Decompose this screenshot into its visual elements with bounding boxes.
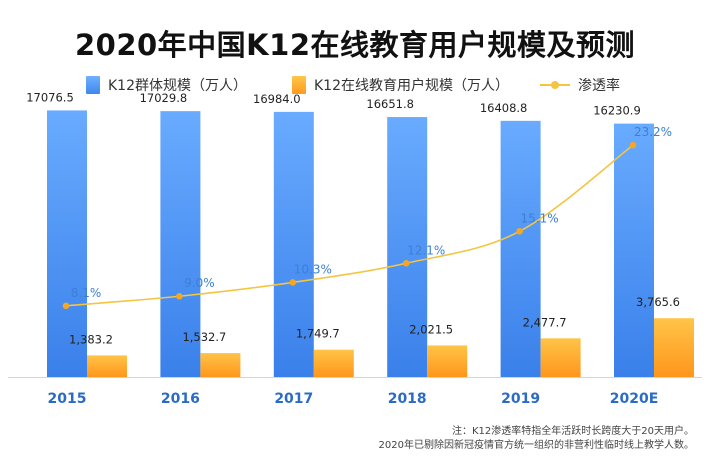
data-label-penetration-rate: 23.2% [634, 125, 672, 139]
x-tick-label: 2018 [388, 391, 427, 407]
x-tick-label: 2017 [274, 391, 313, 407]
x-tick-label: 2019 [501, 391, 540, 407]
bar-k12-population [387, 117, 428, 377]
legend-item-base: K12群体规模（万人） [86, 74, 247, 96]
data-label-k12-online: 1,532.7 [182, 330, 226, 344]
data-label-k12-population: 16651.8 [366, 97, 414, 111]
data-label-k12-population: 16230.9 [593, 104, 641, 118]
bar-k12-population [47, 110, 87, 377]
x-tick-label: 2015 [48, 391, 87, 407]
bar-k12-population [160, 111, 201, 377]
legend-label-rate: 渗透率 [578, 78, 620, 94]
data-label-penetration-rate: 15.1% [521, 211, 559, 225]
bar-k12-population [500, 120, 541, 378]
point-penetration-rate [402, 259, 410, 267]
chart-title: 2020年中国K12在线教育用户规模及预测 [74, 28, 636, 62]
legend-item-online: K12在线教育用户规模（万人） [292, 74, 509, 96]
legend-swatch-orange [292, 76, 306, 94]
point-penetration-rate [289, 279, 297, 286]
series-line-penetration-rate [65, 144, 634, 307]
data-label-penetration-rate: 12.1% [407, 243, 445, 257]
data-label-k12-population: 16408.8 [480, 101, 528, 115]
footnote-line-2: 2020年已剔除因新冠疫情官方统一组织的非营利性临时线上教学人数。 [378, 440, 694, 451]
legend-label-online: K12在线教育用户规模（万人） [314, 78, 509, 94]
x-tick-label: 2020E [610, 391, 659, 407]
data-label-k12-population: 17076.5 [26, 90, 74, 104]
x-tick-label: 2016 [161, 391, 200, 407]
data-label-penetration-rate: 9.0% [184, 276, 215, 290]
legend-swatch-blue [86, 76, 100, 94]
legend-label-base: K12群体规模（万人） [108, 78, 247, 94]
legend-item-rate: 渗透率 [540, 74, 620, 96]
bar-k12-population [614, 123, 654, 377]
bar-k12-online [87, 355, 127, 377]
bar-k12-online [427, 345, 468, 377]
data-label-k12-online: 2,021.5 [409, 322, 453, 336]
data-label-k12-population: 17029.8 [140, 91, 188, 105]
legend: K12群体规模（万人） K12在线教育用户规模（万人） 渗透率 [0, 74, 710, 98]
data-label-k12-population: 16984.0 [253, 92, 301, 106]
point-penetration-rate [62, 302, 70, 310]
bar-k12-online [654, 318, 694, 377]
footnote: 注：K12渗透率特指全年活跃时长跨度大于20天用户。 2020年已剔除因新冠疫情… [379, 425, 694, 453]
bar-k12-online [540, 338, 581, 377]
bar-k12-online [200, 353, 241, 377]
legend-swatch-line [540, 76, 570, 94]
point-penetration-rate [176, 292, 183, 300]
point-penetration-rate [629, 141, 637, 149]
data-label-k12-online: 3,765.6 [636, 295, 680, 309]
data-label-k12-online: 1,749.7 [296, 327, 340, 341]
bar-k12-online [313, 349, 354, 377]
point-penetration-rate [516, 228, 523, 235]
data-label-penetration-rate: 8.1% [71, 286, 102, 300]
data-label-penetration-rate: 10.3% [294, 262, 332, 276]
footnote-line-1: 注：K12渗透率特指全年活跃时长跨度大于20天用户。 [451, 426, 694, 437]
data-label-k12-online: 2,477.7 [523, 315, 567, 329]
data-label-k12-online: 1,383.2 [69, 332, 113, 346]
bar-k12-population [273, 111, 314, 377]
